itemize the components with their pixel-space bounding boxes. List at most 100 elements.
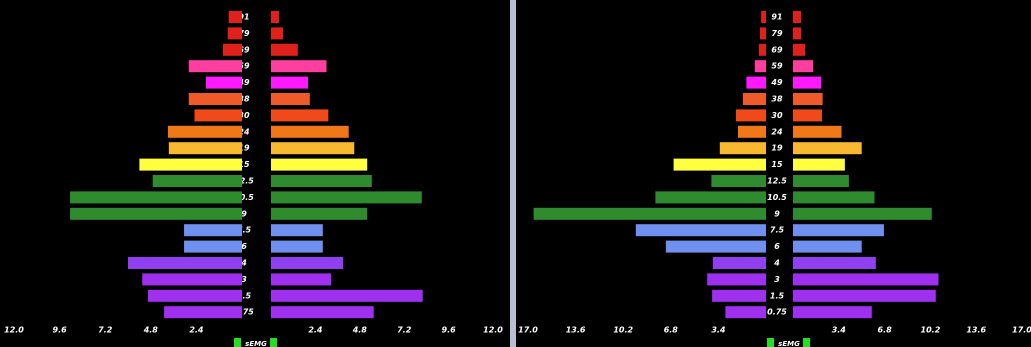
bar <box>271 257 344 269</box>
bar <box>793 207 932 220</box>
bar <box>793 175 849 187</box>
bar <box>139 158 242 171</box>
bar <box>793 11 802 23</box>
x-tick-label: 4.8 <box>143 326 159 335</box>
semg-indicator <box>767 338 774 347</box>
bar <box>194 109 242 122</box>
bar <box>184 240 242 253</box>
bar <box>533 207 766 220</box>
category-label: 69 <box>238 45 250 54</box>
bar <box>168 142 242 155</box>
category-label: 4 <box>240 259 247 268</box>
bar <box>147 289 242 302</box>
bar <box>271 175 372 187</box>
bar <box>746 76 766 89</box>
bar <box>128 257 242 269</box>
category-label: 49 <box>237 78 250 87</box>
bar <box>793 125 842 138</box>
category-label: 69 <box>771 45 783 54</box>
semg-indicator <box>270 338 277 347</box>
category-label: 9 <box>241 209 247 218</box>
semg-label: sEMG <box>778 340 800 347</box>
bar <box>271 224 323 237</box>
x-tick-label: 17.0 <box>1012 326 1031 335</box>
bar <box>793 191 875 204</box>
bar <box>742 93 766 105</box>
bar <box>271 158 368 171</box>
x-tick-label: 7.2 <box>98 326 113 335</box>
category-label: 38 <box>238 95 250 104</box>
bar <box>725 306 766 319</box>
category-label: 30 <box>238 111 250 120</box>
bar <box>793 109 822 122</box>
bar <box>673 158 766 171</box>
bar <box>712 257 766 269</box>
bar <box>167 125 242 138</box>
category-label: 79 <box>238 29 250 38</box>
category-label: 59 <box>238 62 250 71</box>
bar <box>793 142 862 155</box>
x-tick-label: 12.0 <box>483 326 503 335</box>
x-tick-label: 7.2 <box>397 326 412 335</box>
x-tick-label: 13.6 <box>566 326 586 335</box>
bar <box>793 289 936 302</box>
x-tick-label: 9.6 <box>53 326 68 335</box>
category-label: 4 <box>773 259 780 268</box>
semg-label: sEMG <box>245 340 267 347</box>
x-tick-label: 10.2 <box>613 326 633 335</box>
bar <box>759 27 766 40</box>
bar <box>711 175 766 187</box>
bar <box>793 240 862 253</box>
bar <box>738 125 766 138</box>
bar <box>70 207 242 220</box>
bar <box>188 93 242 105</box>
bar <box>759 43 766 56</box>
bar <box>793 43 806 56</box>
bar <box>793 93 823 105</box>
bar <box>271 109 329 122</box>
category-label: 0.75 <box>234 308 254 317</box>
category-label: 6 <box>774 242 780 251</box>
bar <box>205 76 242 89</box>
category-label: 19 <box>238 144 250 153</box>
category-label: 91 <box>771 13 782 22</box>
bar <box>719 142 766 155</box>
bar <box>271 240 323 253</box>
category-label: 30 <box>771 111 783 120</box>
category-label: 1.5 <box>237 291 252 300</box>
category-label: 24 <box>238 127 250 136</box>
bar <box>228 11 242 23</box>
bar <box>793 273 939 286</box>
category-label: 3 <box>241 275 247 284</box>
x-tick-label: 4.8 <box>352 326 368 335</box>
category-label: 12.5 <box>234 177 254 186</box>
bar <box>271 11 279 23</box>
x-tick-label: 10.2 <box>921 326 941 335</box>
x-tick-label: 13.6 <box>966 326 986 335</box>
category-label: 15 <box>238 160 250 169</box>
x-tick-label: 6.8 <box>664 326 679 335</box>
bar <box>142 273 242 286</box>
bar <box>271 273 332 286</box>
x-tick-label: 6.8 <box>878 326 893 335</box>
semg-indicator <box>803 338 810 347</box>
category-label: 79 <box>771 29 783 38</box>
x-tick-label: 3.4 <box>832 326 847 335</box>
bar <box>793 224 884 237</box>
category-label: 1.5 <box>770 291 785 300</box>
bar <box>271 289 423 302</box>
x-tick-label: 2.4 <box>189 326 204 335</box>
semg-indicator <box>234 338 241 347</box>
bar <box>793 60 814 73</box>
bar <box>164 306 242 319</box>
category-label: 59 <box>771 62 783 71</box>
bar <box>635 224 766 237</box>
category-label: 49 <box>770 78 783 87</box>
category-label: 10.5 <box>767 193 787 202</box>
bar <box>793 257 876 269</box>
bar <box>735 109 766 122</box>
bar <box>184 224 242 237</box>
category-label: 7.5 <box>770 226 785 235</box>
x-tick-label: 17.0 <box>518 326 538 335</box>
